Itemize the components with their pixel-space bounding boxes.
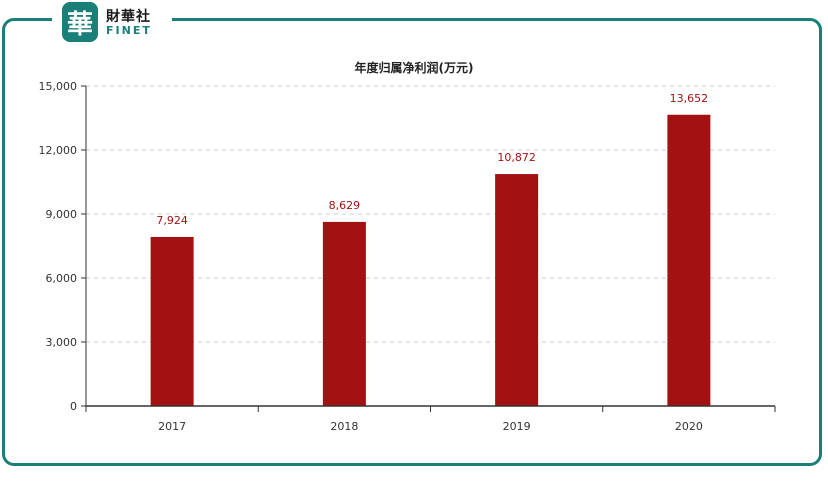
y-tick-label: 12,000 bbox=[39, 144, 78, 157]
logo-mark-icon: 華 bbox=[62, 2, 98, 42]
bar-2020 bbox=[667, 114, 711, 407]
bar-value-label: 13,652 bbox=[670, 92, 709, 105]
bars: 7,924 8,629 10,872 13,652 bbox=[150, 92, 711, 407]
logo: 華 財華社 FINET bbox=[52, 0, 172, 44]
logo-name-cn: 財華社 bbox=[106, 9, 151, 25]
bar-2017 bbox=[150, 236, 194, 406]
y-axis: 0 3,000 6,000 9,000 12,000 15,000 bbox=[39, 80, 87, 413]
bar-2018 bbox=[322, 221, 366, 406]
y-tick-label: 9,000 bbox=[46, 208, 78, 221]
x-tick-label: 2019 bbox=[503, 420, 531, 433]
bar-2019 bbox=[495, 174, 539, 406]
bar-value-label: 10,872 bbox=[497, 151, 536, 164]
x-tick-label: 2018 bbox=[330, 420, 358, 433]
grid-lines bbox=[86, 85, 775, 343]
logo-name-en: FINET bbox=[106, 24, 152, 37]
y-tick-label: 15,000 bbox=[39, 80, 78, 93]
y-tick-label: 6,000 bbox=[46, 272, 78, 285]
chart-title: 年度归属净利润(万元) bbox=[355, 60, 474, 75]
bar-value-label: 7,924 bbox=[156, 214, 188, 227]
x-axis: 2017 2018 2019 2020 bbox=[85, 405, 776, 433]
y-tick-label: 0 bbox=[70, 400, 77, 413]
x-tick-label: 2017 bbox=[158, 420, 186, 433]
y-tick-label: 3,000 bbox=[46, 336, 78, 349]
x-tick-label: 2020 bbox=[675, 420, 703, 433]
bar-value-label: 8,629 bbox=[329, 199, 361, 212]
